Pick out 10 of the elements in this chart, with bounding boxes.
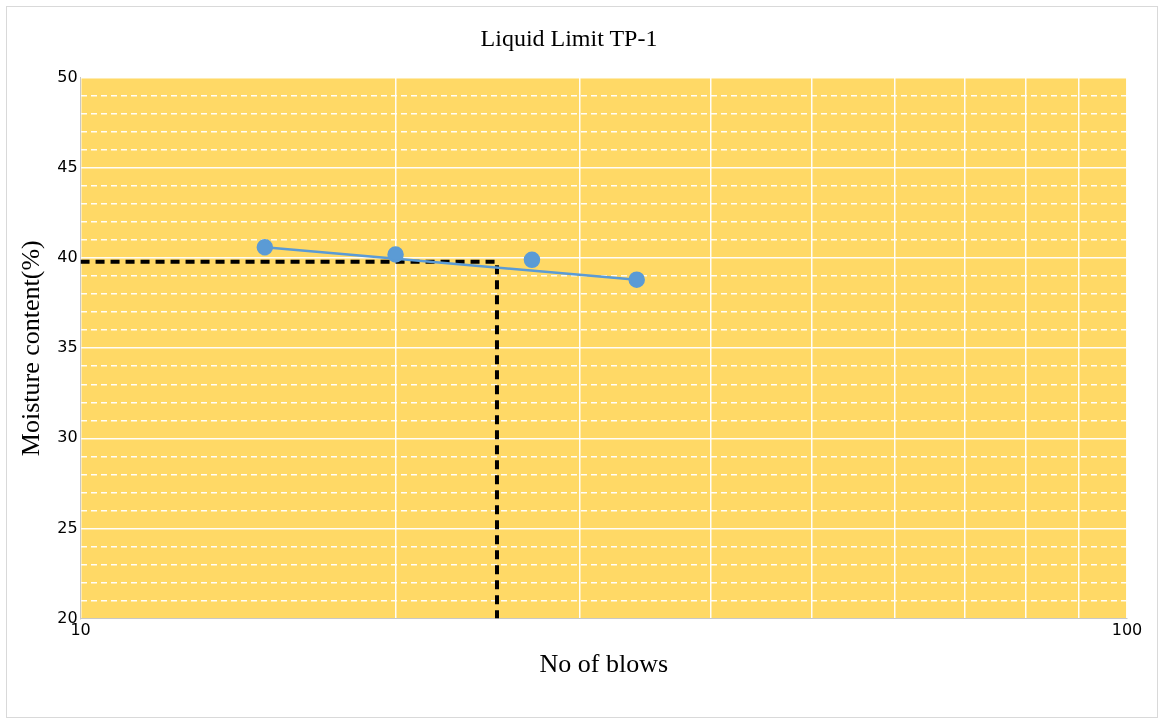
y-tick-label: 50 [57,66,78,86]
x-axis-title: No of blows [539,649,669,679]
chart-title: Liquid Limit TP-1 [480,24,658,51]
y-tick-label: 40 [57,247,78,267]
y-tick-label: 45 [57,157,78,177]
y-tick-label: 35 [57,337,78,357]
y-tick-label: 30 [57,427,78,447]
x-tick-label: 100 [1111,620,1143,640]
y-tick-label: 25 [57,517,78,537]
y-axis-title: Moisture content(%) [16,240,46,457]
